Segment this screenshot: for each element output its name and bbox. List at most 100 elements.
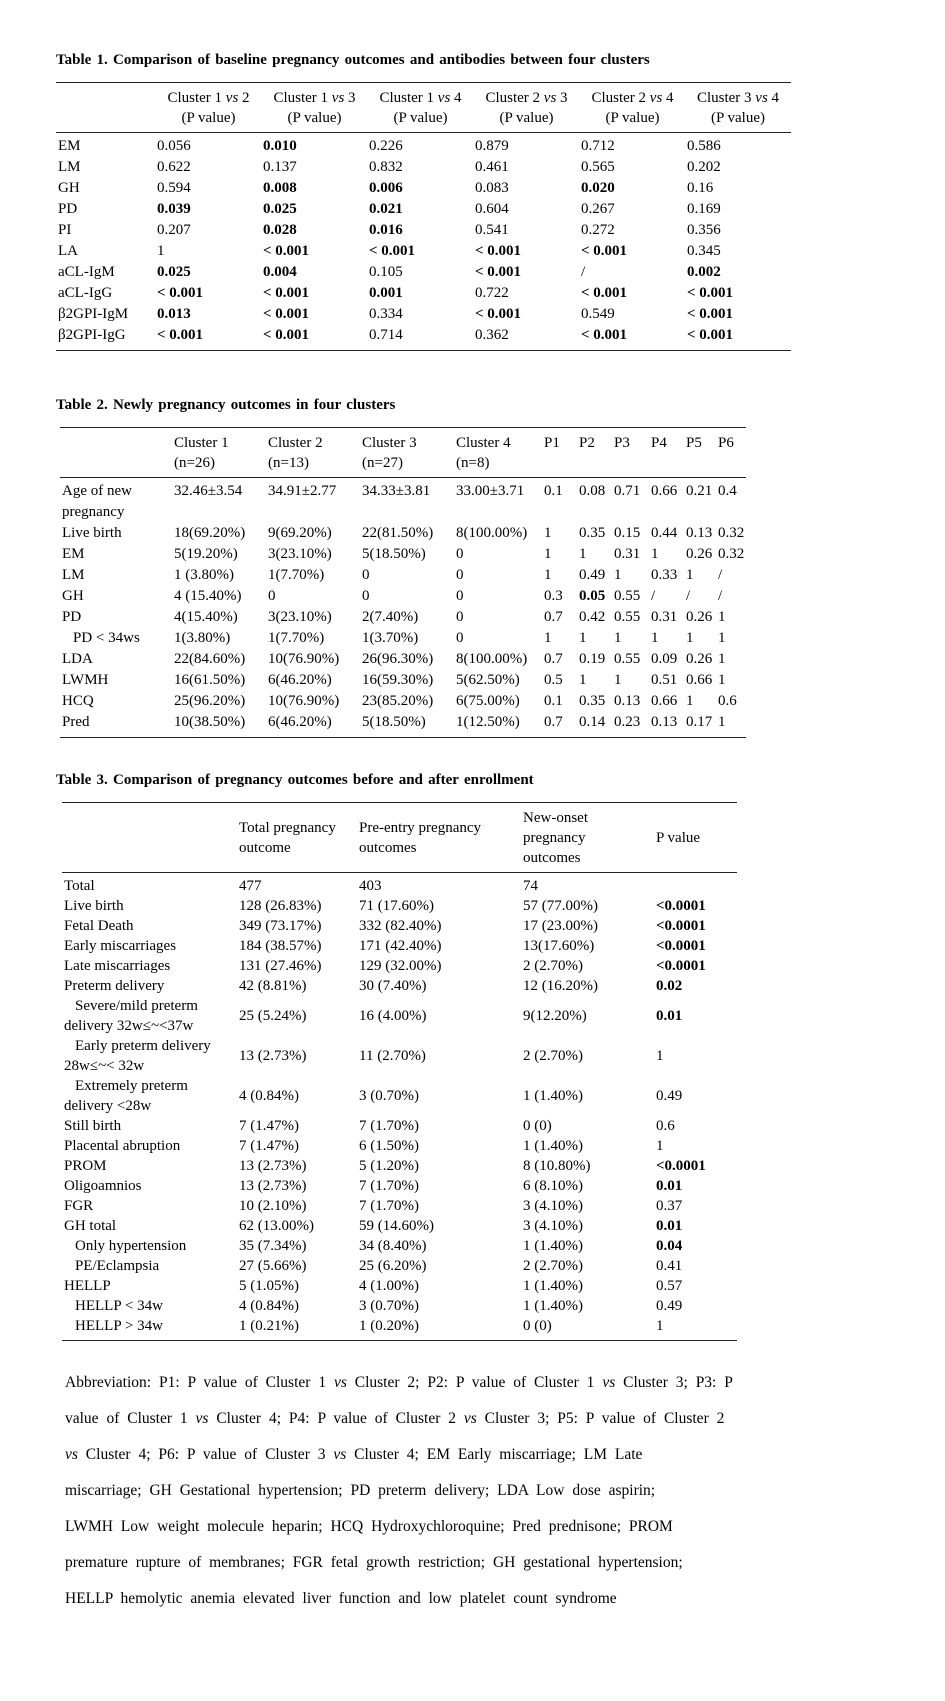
value-cell: / (686, 588, 691, 604)
value-cell: 0.207 (157, 222, 191, 238)
column-header: P value (656, 830, 701, 846)
column-header: Cluster 1 vs 3 (P value) (273, 90, 356, 126)
value-cell: 0.016 (369, 222, 403, 238)
value-cell: 1 (1.40%) (523, 1298, 583, 1314)
value-cell: 0 (362, 567, 370, 583)
row-label: Early miscarriages (64, 938, 177, 954)
row-label: aCL-IgG (58, 285, 113, 301)
row-label: LDA (62, 651, 93, 667)
value-cell: 0.714 (369, 327, 403, 343)
value-cell: 0.7 (544, 714, 563, 730)
value-cell: 16(59.30%) (362, 672, 434, 688)
value-cell: 42 (8.81%) (239, 978, 307, 994)
value-cell: 0.334 (369, 306, 403, 322)
value-cell: 1 (1.40%) (523, 1138, 583, 1154)
value-cell: 0 (0) (523, 1118, 552, 1134)
row-label: LM (58, 159, 81, 175)
value-cell (655, 873, 737, 897)
value-cell: 62 (13.00%) (239, 1218, 314, 1234)
row-label: PI (58, 222, 72, 238)
value-cell: 0.541 (475, 222, 509, 238)
value-cell: 7 (1.47%) (239, 1138, 299, 1154)
table-row: HCQ 25(96.20%) 10(76.90%) 23(85.20%) 6(75.00… (60, 691, 746, 712)
row-label: PROM (64, 1158, 107, 1174)
table-row: LM 0.622 0.137 0.832 0.461 0.565 0.202 (56, 157, 791, 178)
table-row: GH total 62 (13.00%) 59 (14.60%) 3 (4.10%) 0… (62, 1216, 737, 1236)
value-cell: 0.3 (544, 588, 563, 604)
value-cell: 0.55 (614, 609, 641, 625)
value-cell: < 0.001 (263, 327, 310, 343)
value-cell: 403 (359, 878, 382, 894)
table-row: EM 5(19.20%) 3(23.10%) 5(18.50%) 0 1 1 0.31 1 0.2… (60, 544, 746, 565)
value-cell: 0.226 (369, 138, 403, 154)
value-cell: 0.13 (614, 693, 641, 709)
value-cell: 0.1 (544, 693, 563, 709)
value-cell: <0.0001 (656, 918, 706, 934)
value-cell: 0.039 (157, 201, 191, 217)
column-header: Cluster 3 (n=27) (362, 435, 417, 471)
value-cell: 129 (32.00%) (359, 958, 442, 974)
value-cell: 171 (42.40%) (359, 938, 442, 954)
value-cell: 0.356 (687, 222, 721, 238)
value-cell: 1 (0.21%) (239, 1318, 299, 1334)
table-row: PI 0.207 0.028 0.016 0.541 0.272 0.356 (56, 220, 791, 241)
value-cell: 1 (3.80%) (174, 567, 234, 583)
row-label: Severe/mild preterm delivery 32w≤~<37w (64, 998, 198, 1034)
value-cell: 1 (656, 1318, 664, 1334)
value-cell: 0.13 (651, 714, 678, 730)
row-label: EM (58, 138, 81, 154)
value-cell: 3(23.10%) (268, 609, 332, 625)
value-cell: 0.461 (475, 159, 509, 175)
value-cell: 33.00±3.71 (456, 483, 525, 499)
table-row: LWMH 16(61.50%) 6(46.20%) 16(59.30%) 5(62.50… (60, 670, 746, 691)
value-cell: 34 (8.40%) (359, 1238, 427, 1254)
value-cell: 0.169 (687, 201, 721, 217)
value-cell: 0.7 (544, 609, 563, 625)
value-cell: 0.21 (686, 483, 713, 499)
column-header: P5 (686, 435, 702, 451)
column-header: Cluster 1 vs 4 (P value) (379, 90, 462, 126)
value-cell: 128 (26.83%) (239, 898, 322, 914)
table-row: Fetal Death 349 (73.17%) 332 (82.40%) 17 (2… (62, 916, 737, 936)
row-label: HELLP < 34w (75, 1298, 163, 1314)
value-cell: 0.66 (651, 483, 678, 499)
value-cell: 0.23 (614, 714, 641, 730)
table-row: GH 4 (15.40%) 0 0 0 0.3 0.05 0.55 / / / (60, 586, 746, 607)
value-cell: 0.7 (544, 651, 563, 667)
row-label: Late miscarriages (64, 958, 171, 974)
value-cell: 0 (456, 609, 464, 625)
value-cell: 0.002 (687, 264, 721, 280)
value-cell: 5(18.50%) (362, 546, 426, 562)
value-cell: 0.49 (579, 567, 606, 583)
row-label: PE/Eclampsia (75, 1258, 160, 1274)
value-cell: 0.832 (369, 159, 403, 175)
value-cell: 0.37 (656, 1198, 683, 1214)
value-cell: 0.49 (656, 1088, 683, 1104)
row-label: Extremely preterm delivery <28w (64, 1078, 188, 1114)
table-row: Early miscarriages 184 (38.57%) 171 (42.40… (62, 936, 737, 956)
value-cell: 1 (579, 546, 587, 562)
table-row: PD 4(15.40%) 3(23.10%) 2(7.40%) 0 0.7 0.42 0.55… (60, 607, 746, 628)
value-cell: 1 (686, 567, 694, 583)
value-cell: 1 (614, 567, 622, 583)
value-cell: 0.55 (614, 651, 641, 667)
value-cell: / (718, 567, 723, 583)
value-cell: 0.1 (544, 483, 563, 499)
value-cell: 0.31 (651, 609, 678, 625)
value-cell: 0.33 (651, 567, 678, 583)
table-row: Age of new pregnancy 32.46±3.54 34.91±2.77… (60, 478, 746, 524)
value-cell: 1 (1.40%) (523, 1278, 583, 1294)
column-header (56, 83, 156, 133)
value-cell: 6(75.00%) (456, 693, 520, 709)
value-cell: < 0.001 (369, 243, 416, 259)
value-cell: <0.0001 (656, 1158, 706, 1174)
value-cell: 1 (686, 693, 694, 709)
value-cell: 0.594 (157, 180, 191, 196)
value-cell: 0.267 (581, 201, 615, 217)
value-cell: 0.5 (544, 672, 563, 688)
value-cell: 477 (239, 878, 262, 894)
value-cell: 5 (1.05%) (239, 1278, 299, 1294)
value-cell: 1 (656, 1138, 664, 1154)
value-cell: 1(3.80%) (174, 630, 231, 646)
table-row: Only hypertension 35 (7.34%) 34 (8.40%) 1 (… (62, 1236, 737, 1256)
